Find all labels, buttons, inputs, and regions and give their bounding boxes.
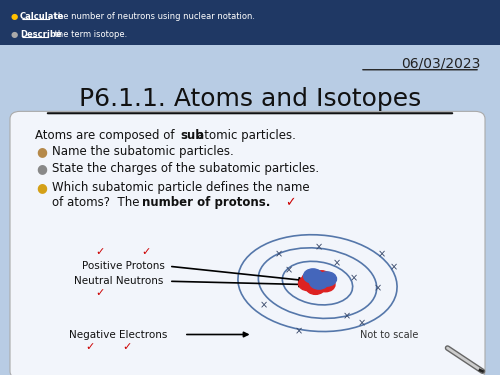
Text: State the charges of the subatomic particles.: State the charges of the subatomic parti…: [52, 162, 320, 175]
Circle shape: [310, 275, 328, 289]
Text: ×: ×: [284, 266, 292, 276]
Text: ×: ×: [374, 283, 382, 293]
Text: ●: ●: [11, 30, 18, 39]
Circle shape: [318, 272, 336, 286]
Text: ●: ●: [36, 181, 47, 194]
Text: ×: ×: [294, 326, 302, 336]
Text: Atoms are composed of: Atoms are composed of: [35, 129, 178, 142]
Text: Positive Protons: Positive Protons: [82, 261, 166, 271]
Text: P6.1.1. Atoms and Isotopes: P6.1.1. Atoms and Isotopes: [79, 87, 421, 111]
Text: ✓: ✓: [95, 288, 104, 298]
Text: ✓: ✓: [285, 196, 296, 209]
Text: ×: ×: [274, 249, 282, 259]
FancyBboxPatch shape: [0, 0, 500, 45]
Circle shape: [312, 271, 331, 285]
Text: Negative Electrons: Negative Electrons: [69, 330, 168, 339]
Text: ×: ×: [350, 273, 358, 283]
Text: the number of neutrons using nuclear notation.: the number of neutrons using nuclear not…: [52, 12, 256, 21]
Text: ×: ×: [315, 243, 323, 252]
Text: ×: ×: [358, 319, 366, 328]
Text: ✓: ✓: [95, 247, 104, 257]
Text: atomic particles.: atomic particles.: [197, 129, 296, 142]
Text: ✓: ✓: [85, 342, 94, 352]
Text: number of protons.: number of protons.: [142, 196, 270, 209]
Text: ●: ●: [11, 12, 18, 21]
Text: Which subatomic particle defines the name: Which subatomic particle defines the nam…: [52, 181, 310, 194]
Text: ●: ●: [36, 146, 47, 158]
Circle shape: [316, 278, 335, 292]
Circle shape: [304, 269, 322, 283]
Text: ×: ×: [390, 262, 398, 272]
Text: ✓: ✓: [142, 247, 151, 257]
Text: ×: ×: [332, 258, 340, 268]
Text: Describe: Describe: [20, 30, 61, 39]
Text: ×: ×: [378, 249, 386, 259]
Text: ●: ●: [36, 162, 47, 175]
Text: Neutral Neutrons: Neutral Neutrons: [74, 276, 164, 286]
Text: ×: ×: [342, 311, 350, 321]
Text: sub: sub: [180, 129, 204, 142]
Text: ×: ×: [260, 300, 268, 310]
Text: Name the subatomic particles.: Name the subatomic particles.: [52, 146, 234, 158]
Text: Not to scale: Not to scale: [360, 330, 418, 339]
Circle shape: [302, 273, 320, 287]
Text: Calculate: Calculate: [20, 12, 64, 21]
Circle shape: [298, 276, 318, 291]
Text: the term isotope.: the term isotope.: [52, 30, 127, 39]
Text: 06/03/2023: 06/03/2023: [400, 57, 480, 71]
Text: ✓: ✓: [122, 342, 132, 352]
Text: of atoms?  The: of atoms? The: [52, 196, 144, 209]
FancyBboxPatch shape: [10, 111, 485, 375]
Circle shape: [306, 280, 325, 294]
